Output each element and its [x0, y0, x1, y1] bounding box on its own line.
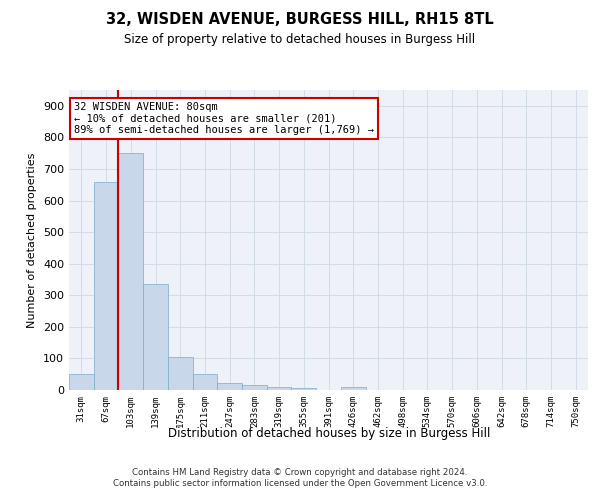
- Bar: [217, 383, 242, 390]
- Bar: [193, 374, 217, 390]
- Bar: [242, 386, 267, 390]
- Bar: [292, 388, 316, 390]
- Text: Contains HM Land Registry data © Crown copyright and database right 2024.
Contai: Contains HM Land Registry data © Crown c…: [113, 468, 487, 487]
- Bar: [267, 387, 292, 390]
- Bar: [341, 387, 365, 390]
- Text: Distribution of detached houses by size in Burgess Hill: Distribution of detached houses by size …: [167, 428, 490, 440]
- Bar: [168, 357, 193, 390]
- Y-axis label: Number of detached properties: Number of detached properties: [28, 152, 37, 328]
- Text: 32 WISDEN AVENUE: 80sqm
← 10% of detached houses are smaller (201)
89% of semi-d: 32 WISDEN AVENUE: 80sqm ← 10% of detache…: [74, 102, 374, 135]
- Bar: [143, 284, 168, 390]
- Bar: [118, 153, 143, 390]
- Text: Size of property relative to detached houses in Burgess Hill: Size of property relative to detached ho…: [124, 32, 476, 46]
- Bar: [94, 182, 118, 390]
- Bar: [69, 374, 94, 390]
- Text: 32, WISDEN AVENUE, BURGESS HILL, RH15 8TL: 32, WISDEN AVENUE, BURGESS HILL, RH15 8T…: [106, 12, 494, 28]
